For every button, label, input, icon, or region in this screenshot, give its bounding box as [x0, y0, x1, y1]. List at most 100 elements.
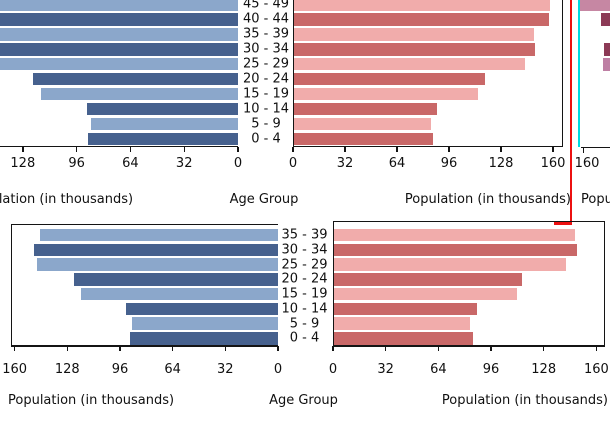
- axis-spine: [333, 345, 605, 347]
- bar-left-10-14: [86, 102, 238, 116]
- age-group-label: 0 - 4: [251, 131, 281, 147]
- axis-tick: [129, 147, 132, 152]
- age-group-label: 30 - 34: [242, 41, 290, 57]
- axis-tick: [22, 147, 24, 152]
- bar-right-5-9: [333, 317, 470, 330]
- highlight-box-bottom-edge: [554, 222, 573, 225]
- bar-left-25-29: [0, 57, 238, 71]
- neighbor-pyramid-fragment: 160 Population (in thousands): [0, 0, 610, 212]
- neighbor-bar-row2: [600, 13, 610, 26]
- bar-right-5-9: [293, 117, 432, 131]
- bar-left-0-4: [129, 332, 278, 345]
- axis-tick: [396, 147, 398, 152]
- highlight-box-right-edge: [570, 0, 573, 225]
- bar-left-15-19: [81, 287, 278, 301]
- age-group-label: 10 - 14: [242, 101, 290, 117]
- axis-spine: [0, 146, 238, 148]
- bar-right-15-19: [333, 287, 518, 301]
- tick-label: 64: [388, 156, 406, 171]
- bar-left-5-9: [131, 317, 278, 330]
- axis-tick: [385, 346, 387, 351]
- axis-spine: [603, 221, 605, 345]
- neighbor-x-axis: [581, 146, 610, 148]
- bar-left-15-19: [41, 87, 238, 101]
- bar-left-0-4: [88, 132, 238, 146]
- neighbor-bar-row4: [604, 43, 610, 56]
- age-group-label: 35 - 39: [281, 227, 328, 243]
- bar-right-10-14: [333, 302, 478, 316]
- tick-label: 96: [482, 362, 500, 377]
- age-group-label: 20 - 24: [281, 271, 328, 287]
- selected-chart-spine-highlight: [577, 0, 580, 147]
- tick-label: 0: [273, 362, 283, 377]
- bar-left-20-24: [32, 72, 238, 86]
- bar-right-35-39: [293, 28, 534, 41]
- age-group-label: 5 - 9: [289, 316, 320, 332]
- axis-tick: [76, 147, 78, 152]
- tick-label: 96: [440, 156, 458, 171]
- tick-label: 0: [288, 156, 298, 171]
- age-group-label: 20 - 24: [242, 71, 290, 87]
- neighbor-bar-row1: [580, 0, 610, 11]
- tick-label: 128: [531, 362, 557, 377]
- axis-spine: [11, 224, 278, 226]
- bottom-right-axis-title: Population (in thousands): [441, 393, 608, 408]
- age-group-label: 45 - 49: [242, 0, 290, 12]
- bar-left-5-9: [90, 117, 238, 131]
- axis-tick: [552, 147, 554, 152]
- axis-tick: [595, 346, 598, 351]
- bar-left-30-34: [34, 243, 278, 256]
- axis-tick: [172, 346, 174, 351]
- bar-right-15-19: [293, 87, 479, 101]
- top-center-axis-title: Age Group: [229, 192, 299, 207]
- bottom-pyramid-figure: 35 - 39 30 - 34 25 - 29 20 - 24 15 - 19 10 - …: [0, 212, 610, 425]
- bottom-left-axis-title: Population (in thousands): [8, 393, 175, 408]
- bar-right-25-29: [333, 258, 566, 271]
- bar-left-30-34: [0, 43, 238, 56]
- neighbor-pyramid-bars: [0, 0, 610, 160]
- tick-label: 160: [583, 362, 609, 377]
- tick-label: 128: [488, 156, 514, 171]
- tick-label: 64: [164, 362, 181, 377]
- age-group-label: 25 - 29: [242, 56, 290, 72]
- bar-right-25-29: [293, 57, 525, 71]
- bar-right-0-4: [293, 132, 433, 146]
- tick-label: 0: [233, 156, 243, 171]
- axis-tick: [183, 147, 185, 152]
- age-group-label: 0 - 4: [289, 330, 320, 346]
- axis-tick: [237, 147, 239, 152]
- tick-label: 128: [54, 362, 80, 377]
- tick-label: 0: [328, 362, 338, 377]
- bar-right-30-34: [293, 43, 536, 56]
- axis-tick: [277, 346, 279, 351]
- top-pyramid-plot: 45 - 49 40 - 44 35 - 39 30 - 34 25 - 29 20 - …: [0, 0, 610, 212]
- tick-label: 96: [111, 362, 129, 377]
- axis-spine: [333, 221, 605, 223]
- axis-tick: [14, 346, 16, 351]
- bar-right-40-44: [293, 13, 549, 26]
- bar-right-35-39: [333, 228, 575, 242]
- axis-tick: [500, 147, 502, 152]
- bar-right-10-14: [293, 102, 437, 116]
- top-pyramid-figure: 45 - 49 40 - 44 35 - 39 30 - 34 25 - 29 20 - …: [0, 0, 610, 212]
- bar-right-45-49: [293, 0, 550, 11]
- bar-right-20-24: [293, 72, 485, 86]
- axis-spine: [561, 0, 563, 148]
- age-group-label: 10 - 14: [281, 301, 328, 317]
- neighbor-axis-title-clipped: Population (in thousands): [581, 192, 610, 207]
- axis-tick: [490, 346, 492, 351]
- axis-tick: [66, 346, 68, 351]
- tick-label: 96: [68, 156, 85, 171]
- bar-right-20-24: [333, 273, 523, 286]
- age-group-label: 15 - 19: [242, 86, 290, 102]
- bar-left-40-44: [0, 13, 238, 26]
- bar-right-0-4: [333, 332, 473, 345]
- tick-label: 32: [217, 362, 234, 377]
- axis-tick: [344, 147, 346, 152]
- bar-left-45-49: [0, 0, 238, 11]
- bar-right-30-34: [333, 243, 578, 256]
- age-group-label: 5 - 9: [251, 116, 281, 132]
- tick-label: 160: [2, 362, 28, 377]
